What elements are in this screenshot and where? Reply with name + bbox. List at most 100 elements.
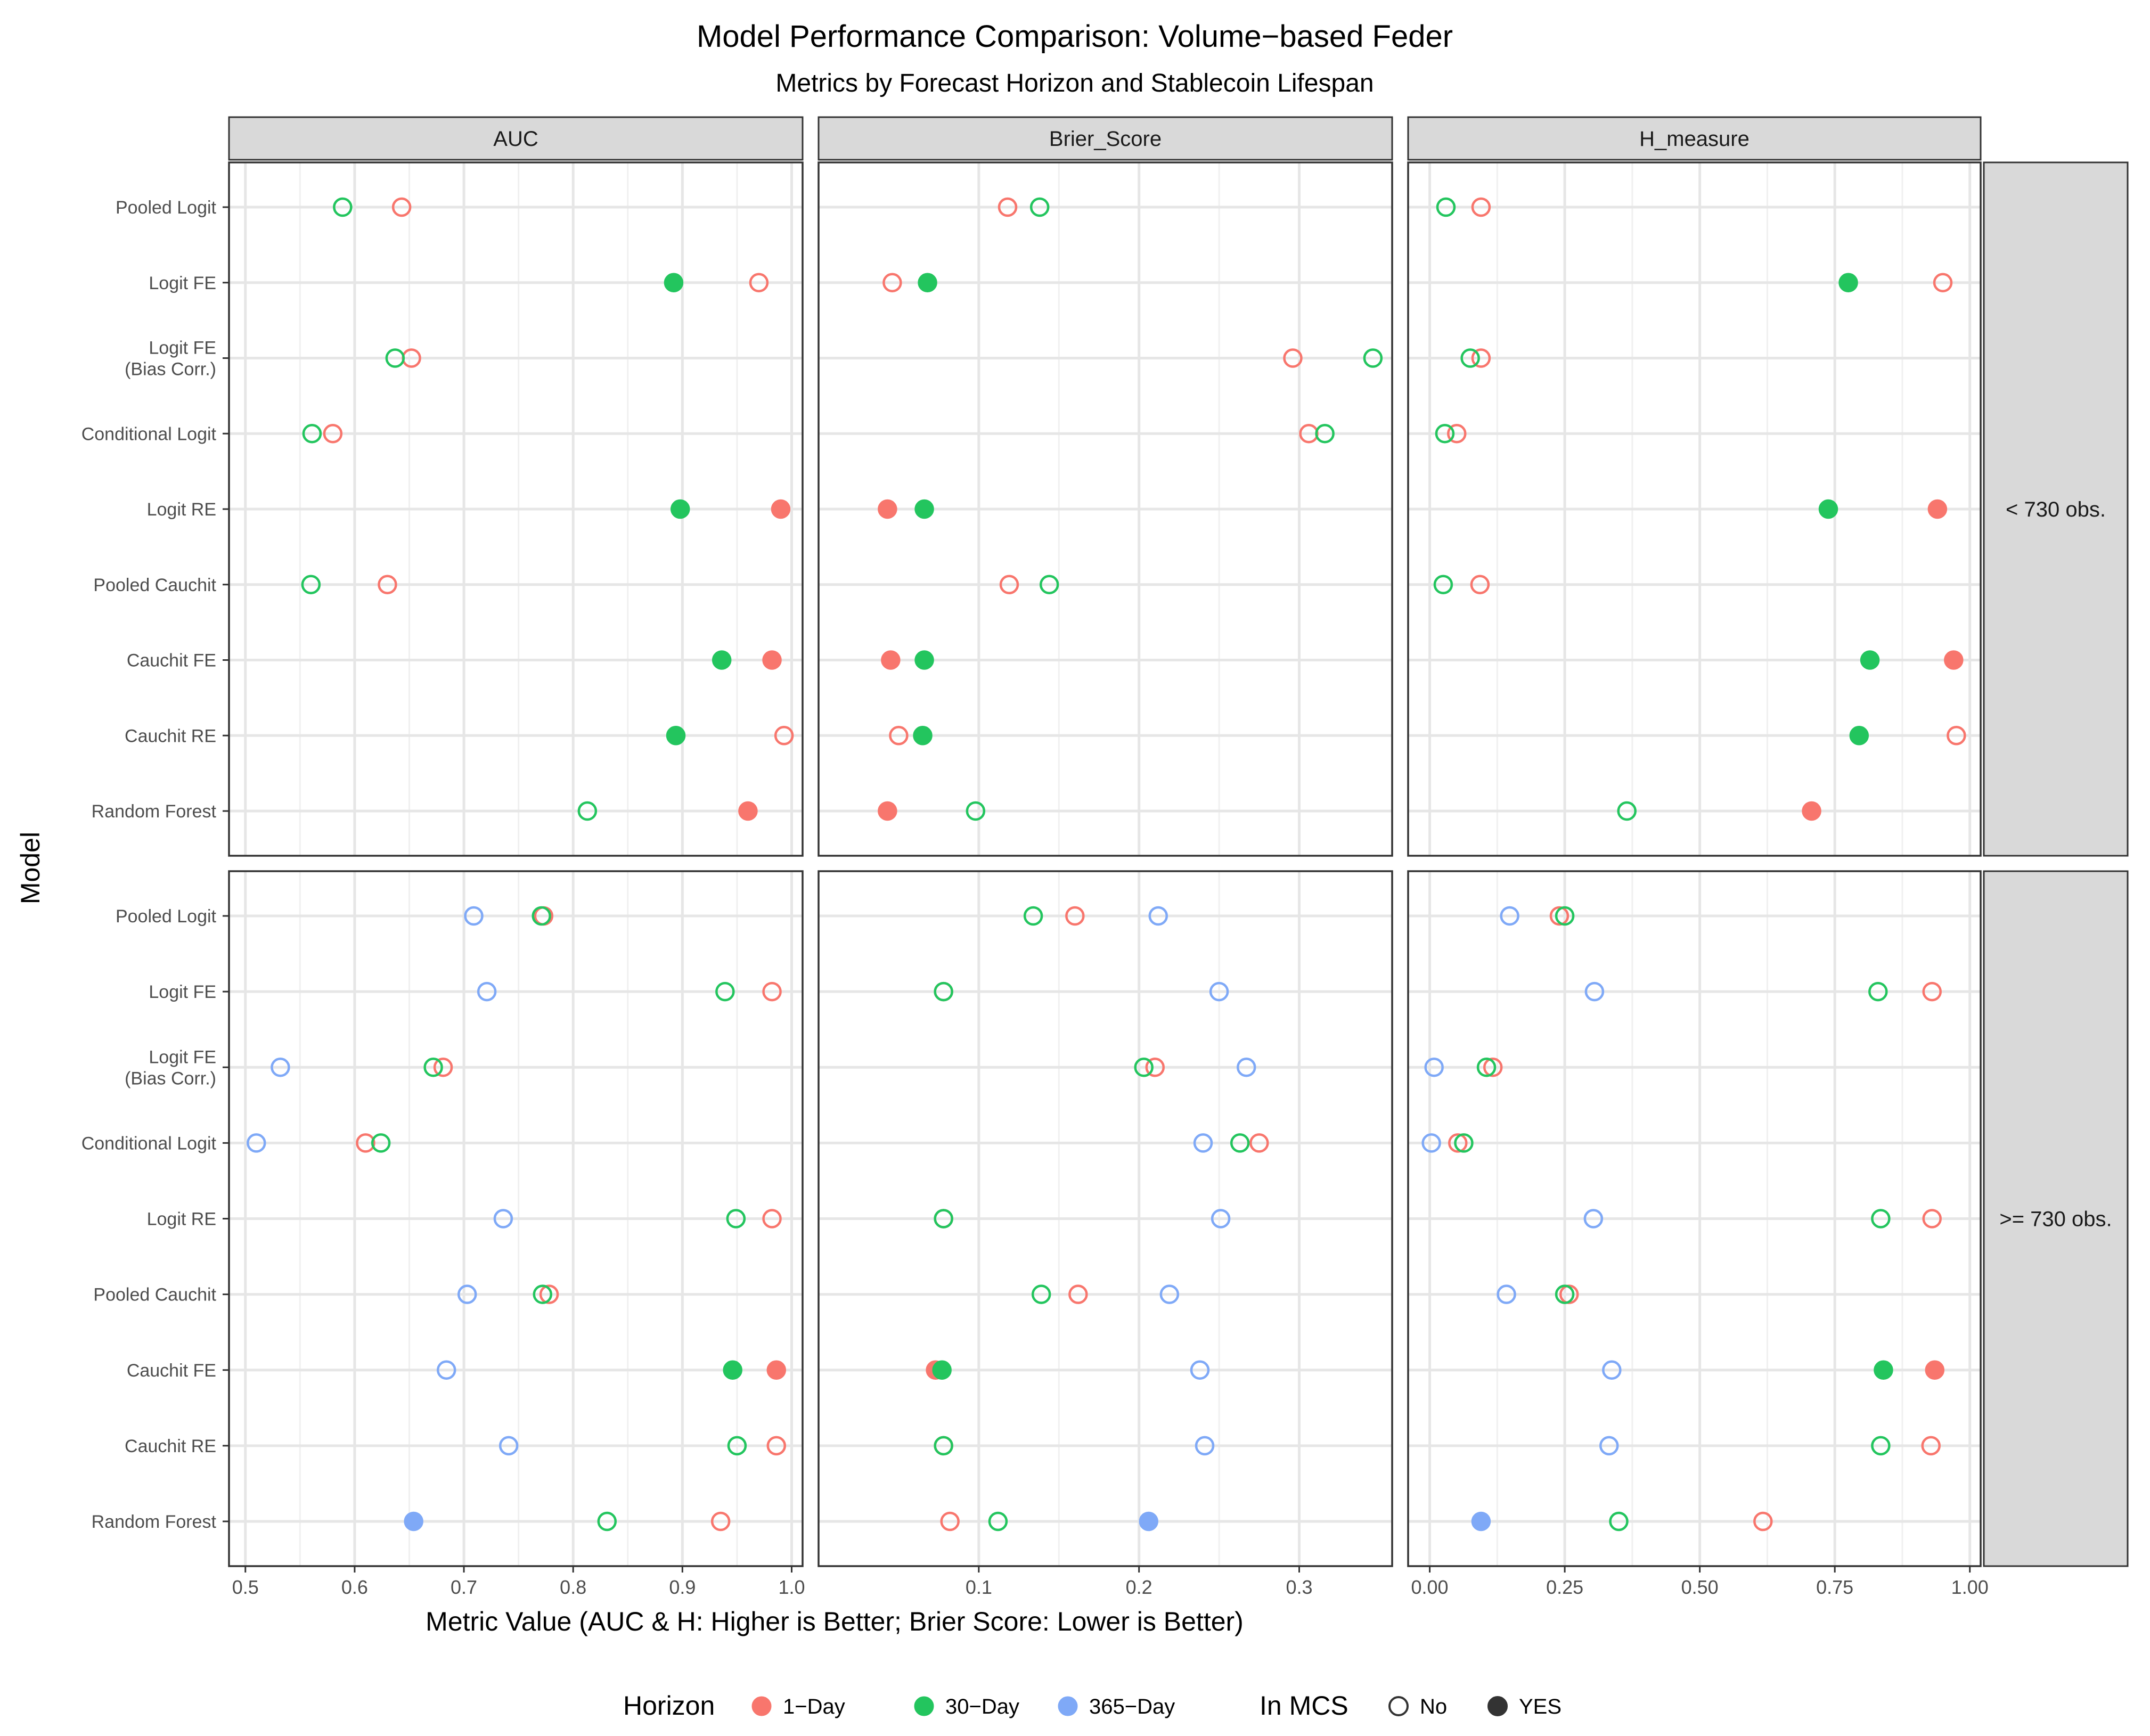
legend-horizon-label: 365−Day [1089,1695,1175,1718]
y-tick-label: Cauchit RE [125,1436,216,1456]
y-tick-label: Logit RE [147,499,216,520]
panel-short-h [1407,161,1982,857]
y-tick-label-line: (Bias Corr.) [125,359,216,380]
legend-horizon-label: 1−Day [783,1695,845,1718]
data-point [1190,1360,1210,1380]
data-point [1922,1209,1942,1229]
chart-subtitle: Metrics by Forecast Horizon and Stableco… [775,69,1374,97]
legend-horizon-title: Horizon [623,1691,715,1721]
data-point [1849,726,1869,746]
y-tick-label-line: (Bias Corr.) [125,1068,216,1088]
data-point [670,499,690,519]
y-tick-label-line: Cauchit RE [125,726,216,746]
data-point [715,981,735,1002]
data-point [1871,1209,1891,1229]
data-point [391,197,412,217]
data-point [1483,1058,1503,1077]
y-tick-label: Cauchit FE [127,1361,216,1381]
y-tick-label: Random Forest [92,801,217,822]
data-point [878,499,897,519]
y-axis: Pooled Logit Logit FE Logit FE (Bias Corr.)… [81,198,229,1532]
data-point [1315,424,1335,444]
y-tick-label-line: Pooled Cauchit [93,575,216,595]
y-tick-label: Pooled Logit [116,198,217,218]
y-tick-label: Conditional Logit [81,1133,217,1153]
y-tick-label-line: Logit FE [149,273,216,293]
data-point [1470,575,1490,594]
column-strip-h [1407,116,1982,161]
data-point [882,273,902,292]
y-tick-label-line: Pooled Logit [116,906,217,927]
data-point [1860,650,1880,670]
data-point [1497,1284,1516,1304]
data-point [1874,1360,1893,1380]
row-strip-long [1983,870,2129,1567]
y-tick-label: Logit FE (Bias Corr.) [125,338,216,380]
column-strip-label-auc: AUC [493,127,538,151]
data-point [532,906,551,926]
data-point [1818,499,1838,519]
y-tick-label: Pooled Cauchit [93,575,216,595]
legend-horizon-key [751,1696,772,1716]
x-tick-label: 0.75 [1816,1576,1853,1598]
y-tick-label-line: Cauchit FE [127,1361,216,1381]
data-point [1363,348,1383,368]
x-tick-label: 0.7 [451,1576,477,1598]
data-point [766,1360,787,1380]
data-point [914,499,934,519]
x-tick-label: 0.00 [1411,1576,1449,1598]
y-tick-label-line: Random Forest [92,1512,217,1532]
data-point [247,1133,266,1153]
panel-long-h [1407,870,1982,1567]
legend-mcs-key [1388,1696,1409,1716]
data-point [539,1284,559,1304]
data-point [998,197,1018,217]
data-point [1230,1133,1250,1153]
data-point [918,273,937,292]
data-point [1236,1058,1256,1077]
data-point [1500,906,1519,926]
data-point [881,650,901,670]
x-tick-label: 0.8 [560,1576,586,1598]
data-point [1039,575,1059,594]
panel-short-auc [228,161,804,857]
data-point [1454,1133,1474,1153]
row-strip-short [1983,161,2129,857]
legend-horizon-key [914,1696,934,1716]
y-tick-label: Pooled Cauchit [93,1285,216,1305]
data-point [1549,906,1569,926]
data-point [914,650,934,670]
data-point [771,499,791,519]
data-point [1583,1209,1604,1229]
column-strip-label-brier: Brier_Score [1049,127,1162,151]
y-tick-label: Logit FE (Bias Corr.) [125,1047,216,1088]
y-tick-label: Logit FE [149,273,216,293]
data-point [1921,1436,1941,1456]
row-strip-label-long: >= 730 obs. [1999,1208,2112,1231]
data-point [1471,1511,1491,1532]
data-point [577,801,598,821]
data-point [1065,906,1085,926]
legend-mcs-label: YES [1519,1695,1562,1718]
facet-panels [228,161,1982,1567]
legend-mcs-key [1487,1696,1508,1716]
data-point [1211,1209,1231,1229]
data-point [712,650,732,670]
row-strips: < 730 obs. >= 730 obs. [1983,161,2129,1567]
y-tick-label-line: Logit RE [147,1209,216,1230]
x-tick-label: 0.3 [1286,1576,1312,1598]
data-point [385,348,405,368]
data-point [333,197,353,217]
legend-mcs-items: No YES [1388,1695,1562,1718]
data-point [1802,801,1821,821]
y-tick-label: Cauchit RE [125,726,216,746]
data-point [457,1284,477,1304]
y-tick-label: Random Forest [92,1512,217,1532]
x-tick-label: 0.1 [966,1576,992,1598]
data-point [1868,981,1888,1002]
chart-title: Model Performance Comparison: Volume−bas… [697,19,1453,54]
data-point [1599,1436,1619,1456]
data-point [378,575,397,594]
panel-border [818,161,1393,857]
